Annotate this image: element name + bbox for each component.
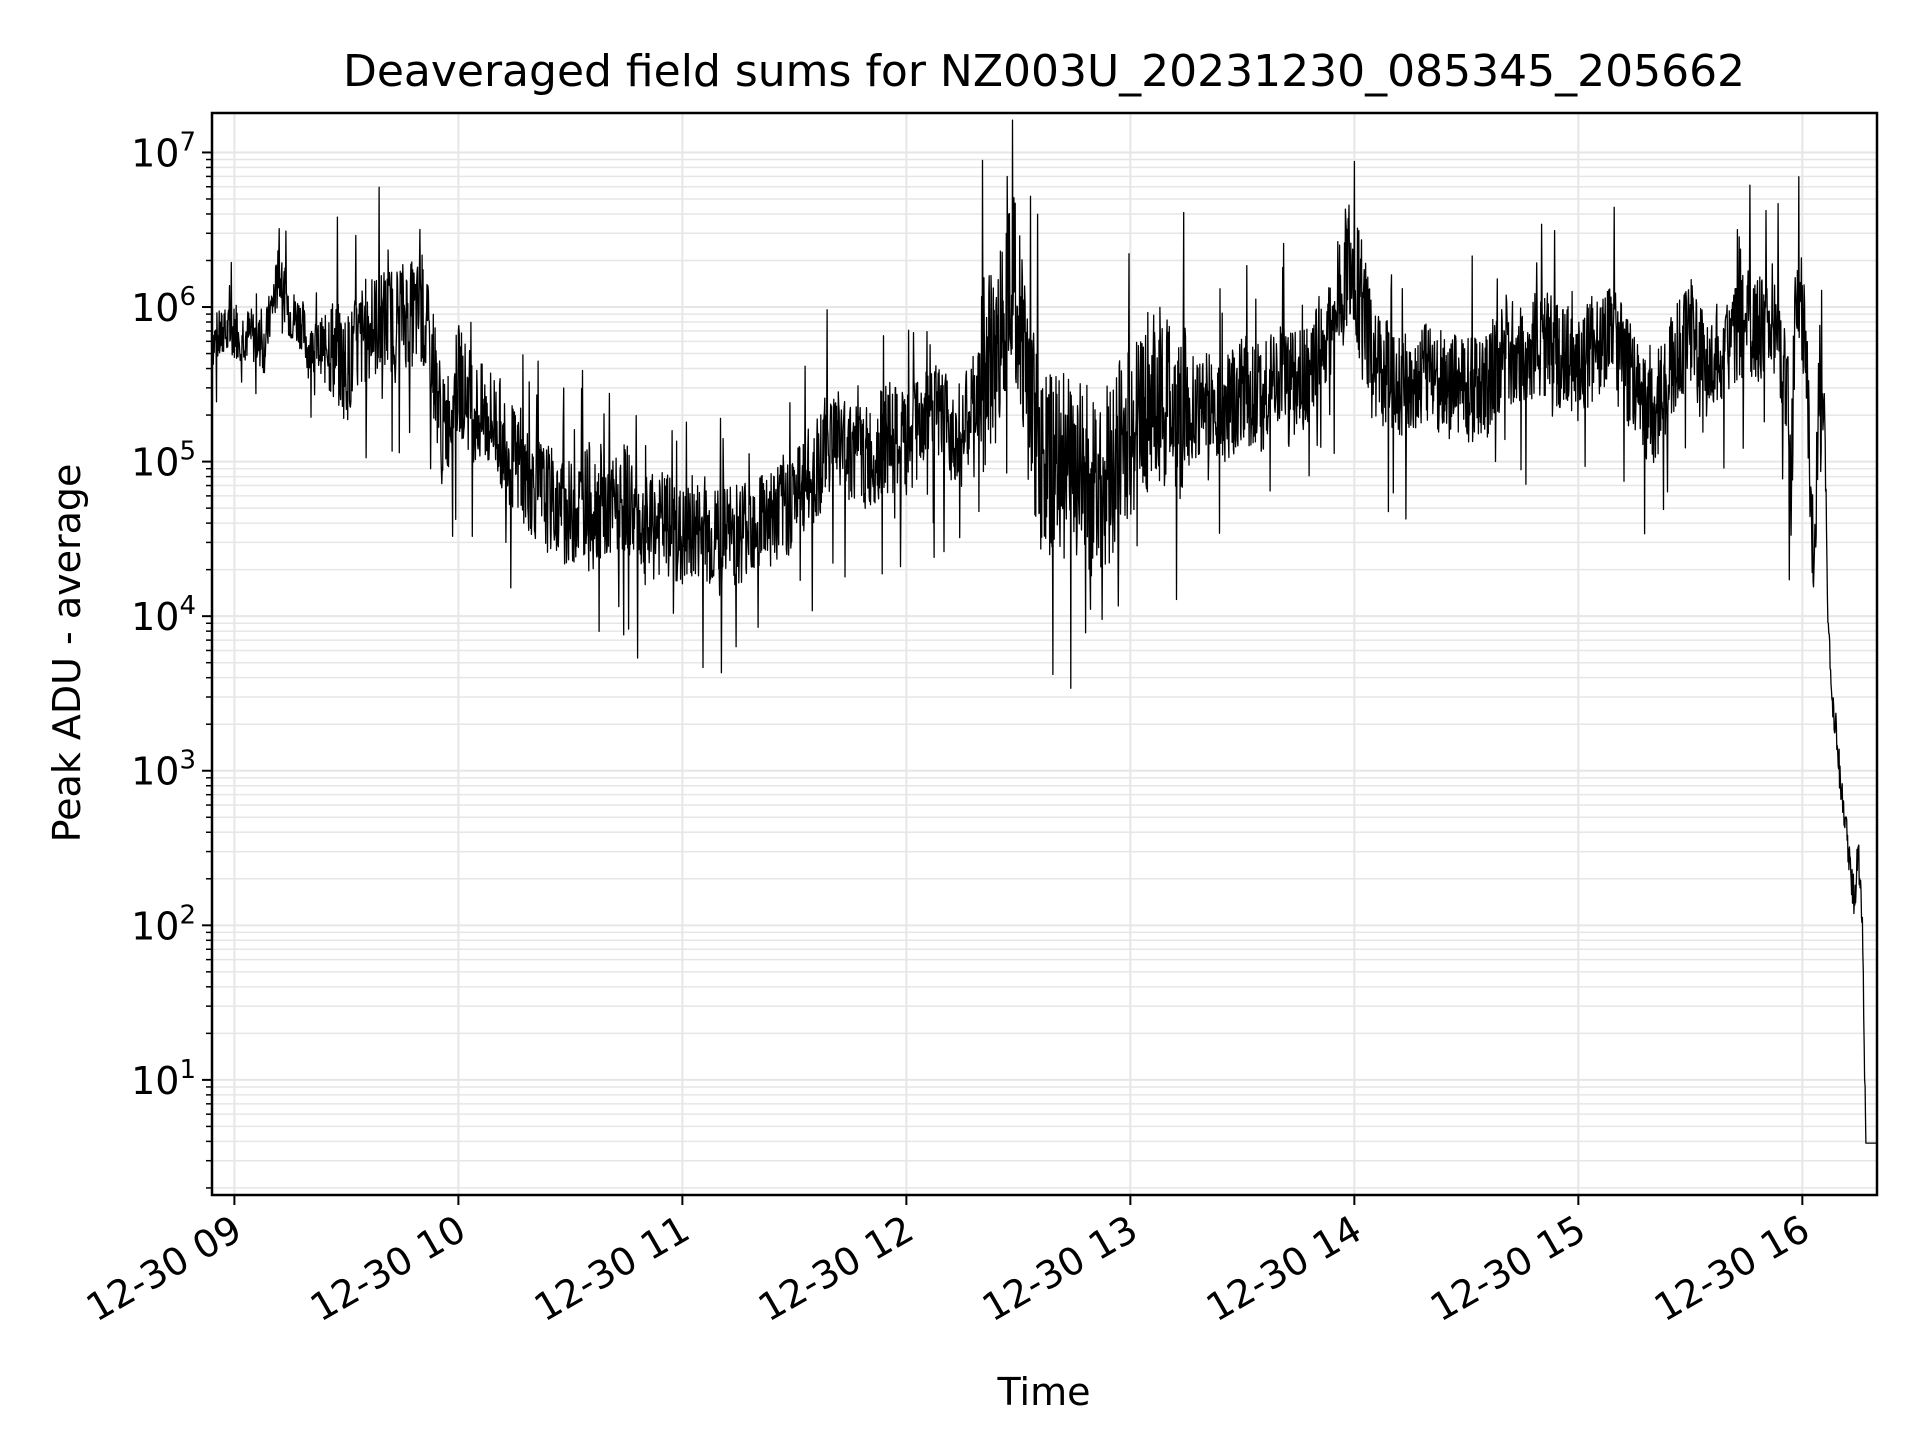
y-tick-exponent: 4 — [179, 591, 196, 621]
y-tick-exponent: 5 — [179, 437, 196, 467]
data-line — [211, 119, 1877, 1144]
y-tick-base: 10 — [131, 441, 179, 485]
y-tick-label: 103 — [131, 746, 196, 794]
series-layer — [211, 119, 1877, 1144]
plot-area-frame — [210, 111, 1879, 1197]
y-tick-exponent: 2 — [179, 900, 196, 930]
y-tick-exponent: 6 — [179, 282, 196, 312]
y-tick-base: 10 — [131, 595, 179, 639]
y-tick-base: 10 — [131, 131, 179, 175]
y-tick-exponent: 3 — [179, 746, 196, 776]
y-tick-label: 107 — [131, 127, 196, 175]
x-axis-label: Time — [997, 1370, 1091, 1414]
y-tick-exponent: 7 — [179, 127, 196, 157]
y-tick-label: 104 — [131, 591, 196, 639]
y-axis-label: Peak ADU - average — [45, 464, 89, 843]
y-tick-exponent: 1 — [179, 1055, 196, 1085]
y-tick-base: 10 — [131, 750, 179, 794]
y-tick-label: 105 — [131, 437, 196, 485]
y-tick-base: 10 — [131, 904, 179, 948]
chart-title: Deaveraged field sums for NZ003U_2023123… — [343, 46, 1745, 97]
y-tick-label: 101 — [131, 1055, 196, 1103]
y-tick-base: 10 — [131, 1059, 179, 1103]
y-tick-label: 102 — [131, 900, 196, 948]
y-tick-label: 106 — [131, 282, 196, 330]
y-tick-base: 10 — [131, 286, 179, 330]
